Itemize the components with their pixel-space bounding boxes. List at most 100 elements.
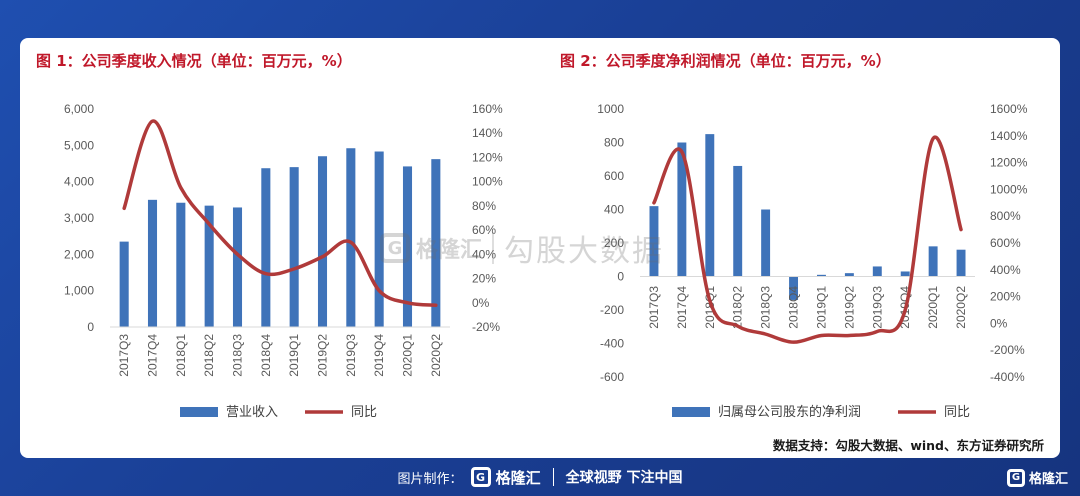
chart1-legend-bar-label: 营业收入 bbox=[226, 405, 278, 420]
corner-brand: 格隆汇 bbox=[1028, 472, 1068, 487]
footer-slogan: 全球视野 下注中国 bbox=[565, 470, 683, 486]
chart2-yoy-line bbox=[652, 135, 963, 344]
chart1-bar-2019Q3 bbox=[346, 148, 356, 327]
chart2-category-label: 2018Q1 bbox=[703, 286, 717, 329]
chart2-left-tick: -600 bbox=[600, 370, 624, 384]
chart2-right-tick: 400% bbox=[990, 263, 1021, 277]
chart1-right-tick: 0% bbox=[472, 296, 490, 310]
chart-card: 图 1：公司季度收入情况（单位：百万元，%） 图 2：公司季度净利润情况（单位：… bbox=[20, 38, 1060, 458]
chart1-right-tick: 100% bbox=[472, 175, 503, 189]
chart2-category-label: 2020Q1 bbox=[926, 286, 940, 329]
chart1-category-label: 2019Q1 bbox=[287, 334, 301, 377]
chart1-right-tick: 160% bbox=[472, 102, 503, 116]
chart2-bar-2018Q1 bbox=[705, 134, 715, 277]
chart2-left-tick: 200 bbox=[604, 236, 624, 250]
chart2-category-label: 2018Q3 bbox=[759, 286, 773, 329]
corner-logo-icon: G bbox=[1006, 468, 1025, 487]
chart1-bar-2019Q1 bbox=[289, 167, 299, 327]
chart2-legend-line-label: 同比 bbox=[944, 405, 970, 420]
chart2-category-label: 2017Q4 bbox=[675, 286, 689, 329]
chart2-left-tick: 800 bbox=[604, 136, 624, 150]
chart2-left-tick: -400 bbox=[600, 337, 624, 351]
chart2-bar-2018Q2 bbox=[733, 165, 743, 277]
chart1-category-label: 2019Q4 bbox=[372, 334, 386, 377]
chart1-right-tick: 120% bbox=[472, 150, 503, 164]
chart2-right-tick: -200% bbox=[990, 343, 1025, 357]
chart2-bar-2019Q3 bbox=[872, 266, 882, 277]
corner-logo: G 格隆汇 bbox=[1006, 468, 1068, 487]
chart1-bar-2018Q4 bbox=[261, 168, 271, 327]
chart1-right-tick: 20% bbox=[472, 272, 496, 286]
footer: 图片制作： G 格隆汇 全球视野 下注中国 bbox=[0, 462, 1080, 492]
chart2-left-tick: -200 bbox=[600, 303, 624, 317]
chart1-right-tick: 60% bbox=[472, 223, 496, 237]
chart2-bar-2020Q1 bbox=[928, 246, 938, 277]
chart1-left-tick: 2,000 bbox=[64, 247, 94, 261]
footer-made-by: 图片制作： bbox=[397, 471, 463, 487]
chart2-right-tick: -400% bbox=[990, 370, 1025, 384]
chart2-category-label: 2018Q2 bbox=[731, 286, 745, 329]
chart1-bar-2017Q4 bbox=[147, 199, 158, 327]
chart1-category-label: 2017Q3 bbox=[117, 334, 131, 377]
chart1-category-label: 2019Q2 bbox=[316, 334, 330, 377]
chart1-right-tick: 40% bbox=[472, 247, 496, 261]
footer-brand: 格隆汇 bbox=[495, 468, 541, 487]
chart2-title: 图 2：公司季度净利润情况（单位：百万元，%） bbox=[560, 52, 891, 70]
chart1-legend-bar-swatch bbox=[180, 407, 218, 417]
chart2-left-tick: 600 bbox=[604, 169, 624, 183]
chart1-legend-line-label: 同比 bbox=[351, 405, 377, 420]
chart2-legend-bar-label: 归属母公司股东的净利润 bbox=[718, 404, 861, 420]
chart2-bar-2019Q2 bbox=[844, 273, 854, 277]
chart2-category-label: 2018Q4 bbox=[787, 286, 801, 329]
chart1-yoy-line bbox=[122, 119, 438, 307]
chart1-bar-2018Q3 bbox=[232, 207, 243, 327]
chart1-bar-2018Q1 bbox=[176, 202, 186, 327]
net-profit-chart: -600 -400 -200 0 200 400 600 800 1000 -400% -200% 0… bbox=[597, 102, 1028, 420]
chart2-category-label: 2019Q2 bbox=[842, 286, 856, 329]
chart1-category-label: 2019Q3 bbox=[344, 334, 358, 377]
chart1-right-tick: 140% bbox=[472, 126, 503, 140]
footer-divider bbox=[552, 468, 554, 486]
chart2-category-label: 2020Q2 bbox=[954, 286, 968, 329]
chart1-category-label: 2017Q4 bbox=[146, 334, 160, 377]
chart1-left-tick: 6,000 bbox=[64, 102, 94, 116]
chart1-left-tick: 1,000 bbox=[64, 284, 94, 298]
chart1-left-tick: 3,000 bbox=[64, 211, 94, 225]
chart1-bar-2020Q2 bbox=[431, 159, 441, 327]
chart1-right-tick: 80% bbox=[472, 199, 496, 213]
chart2-right-tick: 200% bbox=[990, 290, 1021, 304]
chart1-bar-2019Q2 bbox=[317, 156, 328, 327]
chart2-right-tick: 1400% bbox=[990, 129, 1028, 143]
chart1-category-label: 2020Q1 bbox=[401, 334, 415, 377]
chart2-bar-2019Q4 bbox=[900, 271, 910, 277]
chart1-right-tick: -20% bbox=[472, 320, 500, 334]
chart2-bar-2017Q4 bbox=[677, 142, 687, 277]
chart2-bar-2019Q1 bbox=[816, 274, 826, 277]
chart1-category-label: 2018Q4 bbox=[259, 334, 273, 377]
chart1-bar-2018Q2 bbox=[204, 205, 214, 327]
chart1-bar-2017Q3 bbox=[119, 241, 129, 327]
data-source: 数据支持：勾股大数据、wind、东方证券研究所 bbox=[772, 438, 1044, 453]
chart2-left-tick: 400 bbox=[604, 203, 624, 217]
chart2-right-tick: 600% bbox=[990, 236, 1021, 250]
chart2-bar-2020Q2 bbox=[956, 249, 966, 277]
chart2-legend-bar-swatch bbox=[672, 407, 710, 417]
chart1-left-tick: 0 bbox=[87, 320, 94, 334]
chart2-bar-2018Q4 bbox=[789, 276, 799, 300]
chart2-right-tick: 1000% bbox=[990, 182, 1028, 196]
chart2-category-label: 2019Q1 bbox=[814, 286, 828, 329]
chart2-bar-2018Q3 bbox=[761, 209, 771, 277]
chart1-category-label: 2020Q2 bbox=[429, 334, 443, 377]
chart1-left-tick: 5,000 bbox=[64, 138, 94, 152]
chart1-category-label: 2018Q2 bbox=[202, 334, 216, 377]
chart1-category-label: 2018Q3 bbox=[231, 334, 245, 377]
revenue-chart: 0 1,000 2,000 3,000 4,000 5,000 6,000 -20% 0% 20%… bbox=[64, 102, 503, 420]
chart2-category-label: 2017Q3 bbox=[647, 286, 661, 329]
footer-logo-icon: G bbox=[470, 467, 491, 487]
chart2-right-tick: 800% bbox=[990, 209, 1021, 223]
chart1-title: 图 1：公司季度收入情况（单位：百万元，%） bbox=[36, 52, 352, 70]
chart1-category-label: 2018Q1 bbox=[174, 334, 188, 377]
chart1-left-tick: 4,000 bbox=[64, 175, 94, 189]
chart2-bar-2017Q3 bbox=[649, 206, 659, 277]
chart2-right-tick: 0% bbox=[990, 316, 1008, 330]
